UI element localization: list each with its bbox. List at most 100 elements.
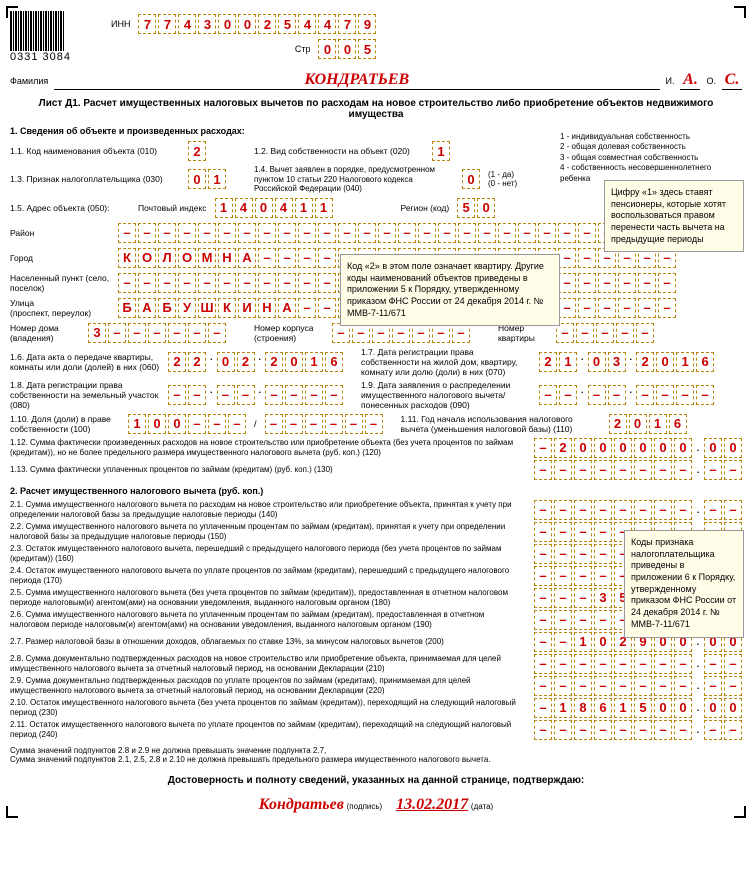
cell: – — [614, 460, 632, 480]
cell: 9 — [358, 14, 376, 34]
corner-marker — [6, 806, 18, 818]
cell: 6 — [594, 698, 612, 718]
cell: 3 — [608, 352, 626, 372]
cell: – — [559, 385, 577, 405]
cell: – — [534, 460, 552, 480]
cell: – — [285, 414, 303, 434]
cell: – — [534, 632, 552, 652]
cell: – — [237, 385, 255, 405]
flat-cells: ––––– — [556, 323, 654, 343]
cell: – — [498, 223, 516, 243]
cell: – — [618, 298, 636, 318]
barcode: 0331 3084 — [10, 11, 71, 63]
section2-row: 2.9. Сумма документально подтвержденных … — [10, 676, 742, 696]
cell: – — [534, 654, 552, 674]
cell: 5 — [278, 14, 296, 34]
cell: 4 — [298, 14, 316, 34]
f080-cells: ––.––.–––– — [168, 385, 343, 405]
cell: – — [265, 385, 283, 405]
cell: – — [238, 223, 256, 243]
cell: – — [534, 698, 552, 718]
cell: – — [305, 414, 323, 434]
cell: – — [674, 460, 692, 480]
header-inn-row: 0331 3084 ИНН 774300254479 Стр 005 — [10, 10, 742, 63]
cell: – — [634, 720, 652, 740]
signature-name: Кондратьев — [259, 796, 344, 813]
cell: – — [518, 223, 536, 243]
cell: 3 — [88, 323, 106, 343]
f050-label: 1.5. Адрес объекта (050): — [10, 203, 130, 213]
cell: – — [208, 414, 226, 434]
cell: 0 — [634, 438, 652, 458]
cell: 1 — [614, 698, 632, 718]
f130i-cells: –––––––– — [534, 460, 692, 480]
cell: – — [574, 460, 592, 480]
cell: 0 — [704, 438, 722, 458]
f060-label: 1.6. Дата акта о передаче квартиры, комн… — [10, 352, 160, 372]
f020-cell: 1 — [432, 141, 450, 161]
cell: 5 — [457, 198, 475, 218]
cell: – — [138, 273, 156, 293]
cell: 0 — [168, 414, 186, 434]
cell: – — [318, 223, 336, 243]
cell: 0 — [704, 698, 722, 718]
cell: 4 — [318, 14, 336, 34]
cell: 7 — [338, 14, 356, 34]
cell: – — [634, 500, 652, 520]
cell: – — [278, 223, 296, 243]
cell: – — [704, 654, 722, 674]
cell: – — [598, 273, 616, 293]
f030-cells: 01 — [188, 169, 226, 189]
barcode-number: 0331 3084 — [10, 51, 71, 63]
cell: – — [358, 223, 376, 243]
cell: 0 — [338, 39, 356, 59]
cell: 2 — [258, 14, 276, 34]
cell: – — [198, 223, 216, 243]
cell: – — [534, 566, 552, 586]
cell: – — [178, 223, 196, 243]
cell: – — [298, 273, 316, 293]
cell: – — [574, 676, 592, 696]
sheet-title: Лист Д1. Расчет имущественных налоговых … — [10, 98, 742, 120]
cell: – — [574, 588, 592, 608]
cell: Н — [258, 298, 276, 318]
cell: – — [674, 676, 692, 696]
cell: – — [208, 323, 226, 343]
cell: – — [238, 273, 256, 293]
cell: – — [636, 385, 654, 405]
cell: – — [616, 323, 634, 343]
cell: – — [636, 323, 654, 343]
cell: – — [534, 500, 552, 520]
cell: 2 — [636, 352, 654, 372]
cell: 2 — [554, 438, 572, 458]
row-label: 2.2. Сумма имущественного налогового выч… — [10, 522, 530, 541]
cell: – — [158, 223, 176, 243]
cell: – — [614, 720, 632, 740]
cell: – — [614, 676, 632, 696]
cell: – — [217, 385, 235, 405]
cell: – — [265, 414, 283, 434]
cell: 0 — [255, 198, 273, 218]
cell: – — [658, 298, 676, 318]
cell: 2 — [237, 352, 255, 372]
row-label: 2.3. Остаток имущественного налогового в… — [10, 544, 530, 563]
cell: – — [188, 323, 206, 343]
cell: 1 — [295, 198, 313, 218]
cell: 0 — [188, 169, 206, 189]
cell: – — [658, 273, 676, 293]
cell: – — [398, 223, 416, 243]
cell: – — [594, 544, 612, 564]
cell: – — [278, 273, 296, 293]
cell: А — [278, 298, 296, 318]
cell: 0 — [594, 438, 612, 458]
cell: А — [138, 298, 156, 318]
cell: Б — [158, 298, 176, 318]
row-label: 2.11. Остаток имущественного налогового … — [10, 720, 530, 739]
cell: – — [218, 223, 236, 243]
cell: – — [724, 500, 742, 520]
cell: – — [656, 385, 674, 405]
cell: – — [534, 522, 552, 542]
f010-cell: 2 — [188, 141, 206, 161]
f090-cells: ––.––.–––– — [539, 385, 714, 405]
f090-label: 1.9. Дата заявления о распределении имущ… — [361, 380, 531, 410]
